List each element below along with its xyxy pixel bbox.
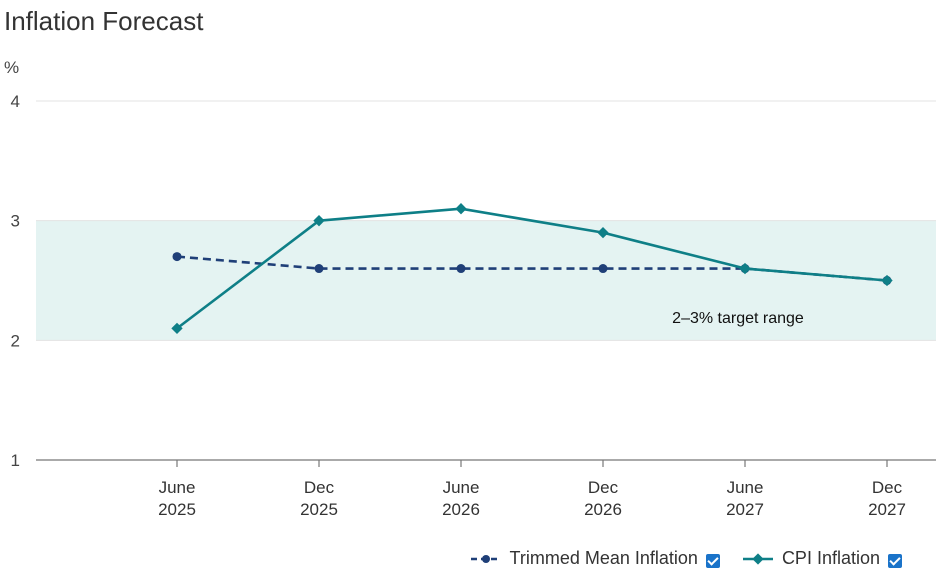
legend: Trimmed Mean Inflation CPI Inflation [448,548,902,569]
legend-label-trimmed-mean: Trimmed Mean Inflation [509,548,698,568]
series-1-point-2 [455,203,467,215]
legend-item-trimmed-mean[interactable]: Trimmed Mean Inflation [470,548,720,569]
target-range-label: 2–3% target range [672,310,804,327]
x-tick-label-4: June 2027 [726,478,764,519]
series-1-point-0 [171,322,183,335]
y-tick-label-2: 2 [11,331,20,350]
series-line-1 [176,207,888,330]
series-1-point-4 [739,262,751,275]
series-1-point-3 [597,226,609,239]
x-tick-label-5: Dec 2027 [868,478,906,519]
cpi-checkbox[interactable] [888,553,902,568]
x-tick-label-2: June 2026 [442,478,480,519]
legend-item-cpi[interactable]: CPI Inflation [742,548,902,569]
series-0-point-2 [456,264,466,274]
series-0-point-0 [172,252,182,262]
series-1-point-1 [313,215,325,227]
trimmed-mean-legend-swatch [470,554,501,563]
y-tick-label-1: 1 [11,451,20,470]
x-tick-label-1: Dec 2025 [300,478,338,519]
cpi-legend-swatch [742,552,773,565]
x-tick-label-0: June 2025 [158,478,196,519]
series-0-point-3 [598,264,608,274]
y-tick-label-4: 4 [11,92,20,111]
x-tick-label-3: Dec 2026 [584,478,622,519]
y-tick-label-3: 3 [11,212,20,231]
inflation-line-chart: 1 2 3 4 June 2025 Dec 2025 June 2026 Dec 2026 June 20… [11,92,936,519]
series-0-point-1 [314,264,324,274]
y-axis-unit: % [4,58,20,77]
series-1-point-5 [881,274,893,287]
chart-title: Inflation Forecast [4,6,204,36]
trimmed-mean-checkbox[interactable] [705,553,720,568]
legend-label-cpi: CPI Inflation [781,548,880,568]
